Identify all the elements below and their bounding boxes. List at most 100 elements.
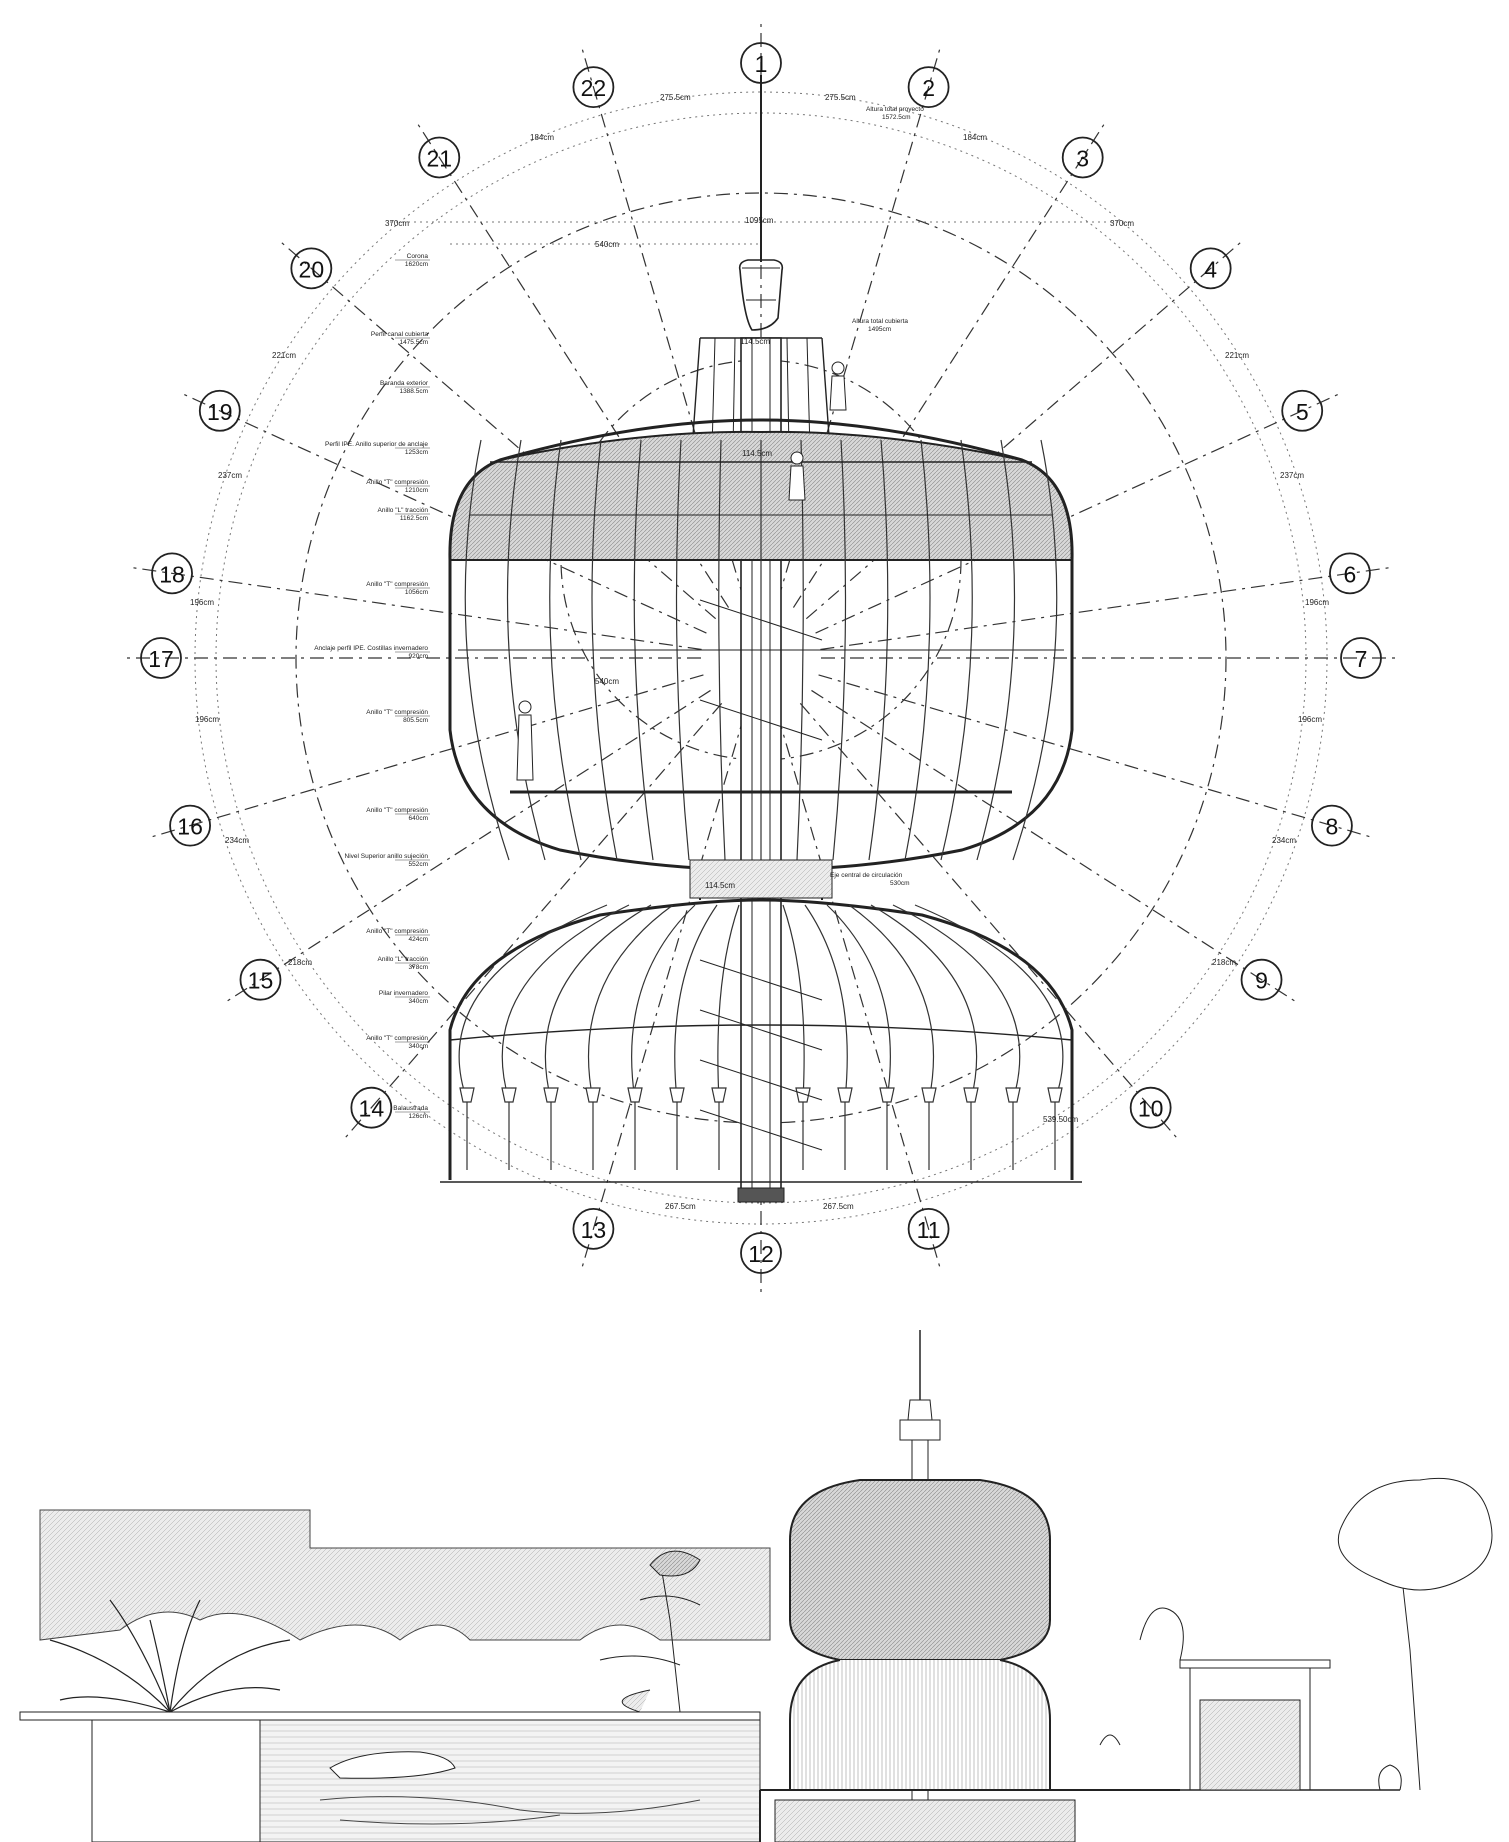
axis-marker-19: 19 — [200, 391, 240, 431]
note-left-value: 1210cm — [405, 487, 428, 494]
axis-marker-22: 22 — [573, 67, 613, 107]
dim-low-right-3: 218cm — [1212, 958, 1236, 967]
note-left-title: Nivel Superior anillo sujeción — [345, 853, 429, 860]
axis-marker-3: 3 — [1063, 137, 1103, 177]
hanging-planter — [838, 1088, 852, 1102]
note-left-value: 1620cm — [405, 261, 428, 268]
lower-rib — [675, 905, 717, 1170]
note-left-title: Anillo "T" compresión — [366, 1035, 428, 1042]
note-left-title: Perfil canal cubierta — [371, 331, 428, 338]
hanging-planter — [670, 1088, 684, 1102]
note-right-1-value: 1495cm — [868, 326, 891, 333]
axis-label-22: 22 — [581, 75, 607, 101]
axis-marker-10: 10 — [1131, 1088, 1171, 1128]
note-left-value: 1253cm — [405, 449, 428, 456]
hanging-planter — [586, 1088, 600, 1102]
dim-mid-right-3: 196cm — [1305, 598, 1329, 607]
note-left-value: 640cm — [408, 815, 428, 822]
axis-label-11: 11 — [917, 1217, 941, 1243]
lower-rib — [632, 905, 695, 1170]
dim-width-total: 1095cm — [745, 216, 774, 225]
dim-upper-left: 184cm — [530, 133, 554, 142]
axis-label-15: 15 — [248, 968, 274, 994]
dim-mid-left-1: 221cm — [272, 351, 296, 360]
note-left-value: 1056cm — [405, 589, 428, 596]
axis-label-20: 20 — [299, 256, 325, 282]
axis-ray-15 — [227, 690, 711, 1001]
note-left-value: 920cm — [408, 653, 428, 660]
note-left-value: 1162.5cm — [400, 515, 428, 522]
axis-marker-20: 20 — [291, 248, 331, 288]
pond — [260, 1720, 760, 1842]
axis-ray-6 — [820, 568, 1389, 650]
dim-540-top: 540cm — [595, 240, 619, 249]
note-right-0-value: 1572.5cm — [882, 114, 911, 121]
note-left-title: Balaustrada — [393, 1105, 428, 1112]
note-left-title: Anillo "T" compresión — [366, 928, 428, 935]
planter-box — [92, 1720, 260, 1842]
site-section — [20, 1330, 1492, 1842]
ground-line — [20, 1712, 760, 1720]
dim-base-right: 539.50cm — [1043, 1115, 1078, 1124]
axis-ray-14 — [345, 703, 722, 1138]
axis-ray-10 — [800, 703, 1177, 1138]
axis-label-9: 9 — [1255, 968, 1268, 994]
axis-marker-8: 8 — [1312, 806, 1352, 846]
note-left-value: 424cm — [408, 936, 428, 943]
note-left-value: 340cm — [408, 1043, 428, 1050]
hanging-planter — [460, 1088, 474, 1102]
dim-low-right-2: 234cm — [1272, 836, 1296, 845]
note-left-title: Corona — [407, 253, 429, 260]
hanging-planter — [1048, 1088, 1062, 1102]
hanging-planter — [880, 1088, 894, 1102]
axis-label-10: 10 — [1138, 1096, 1164, 1122]
note-right-2-value: 530cm — [890, 880, 910, 887]
axis-label-6: 6 — [1344, 561, 1357, 587]
note-right-2-title: Eje central de circulación — [830, 872, 903, 879]
axis-label-4: 4 — [1204, 256, 1217, 282]
tower-structure — [440, 75, 1082, 1202]
hanging-planter — [544, 1088, 558, 1102]
lower-rib — [827, 905, 890, 1170]
axis-marker-11: 11 — [909, 1209, 949, 1249]
note-left-title: Anillo "L" tracción — [378, 507, 429, 514]
dim-low-left-2: 234cm — [225, 836, 249, 845]
axis-marker-5: 5 — [1282, 391, 1322, 431]
dim-mid-left-3: 196cm — [190, 598, 214, 607]
note-left-value: 340cm — [408, 998, 428, 1005]
right-garden — [1060, 1478, 1492, 1790]
axis-label-1: 1 — [755, 51, 768, 77]
pavilion-section — [760, 1330, 1180, 1842]
dim-top-left: 275.5cm — [660, 93, 691, 102]
note-left-value: 378cm — [408, 964, 428, 971]
axis-marker-14: 14 — [351, 1088, 391, 1128]
axis-label-2: 2 — [922, 75, 935, 101]
note-left-value: 1388.5cm — [399, 388, 428, 395]
dim-bottom-right: 267.5cm — [823, 1202, 854, 1211]
axis-label-19: 19 — [207, 399, 233, 425]
lower-rib — [805, 905, 847, 1170]
lower-rib — [849, 905, 934, 1170]
note-left-value: 1475.5cm — [399, 339, 428, 346]
note-left-title: Anillo "L" tracción — [378, 956, 429, 963]
axis-ray-20 — [281, 242, 716, 619]
axis-label-18: 18 — [159, 561, 185, 587]
lower-rib — [783, 905, 804, 1170]
dim-bottom-left: 267.5cm — [665, 1202, 696, 1211]
axis-marker-6: 6 — [1330, 553, 1370, 593]
note-left-value: 805.5cm — [403, 717, 428, 724]
axis-marker-16: 16 — [170, 806, 210, 846]
axis-label-5: 5 — [1296, 399, 1309, 425]
note-right-0-title: Altura total proyecto — [866, 106, 924, 113]
note-left-title: Perfil IPE. Anillo superior de anclaje — [325, 441, 428, 448]
axis-marker-4: 4 — [1191, 248, 1231, 288]
axis-label-7: 7 — [1355, 646, 1368, 672]
axis-label-21: 21 — [426, 145, 452, 171]
dim-low-left-1: 196cm — [195, 715, 219, 724]
dim-mid-right-2: 237cm — [1280, 471, 1304, 480]
hanging-planter — [922, 1088, 936, 1102]
note-left-title: Anclaje perfil IPE. Costillas invernader… — [314, 645, 428, 652]
axis-label-16: 16 — [177, 814, 203, 840]
